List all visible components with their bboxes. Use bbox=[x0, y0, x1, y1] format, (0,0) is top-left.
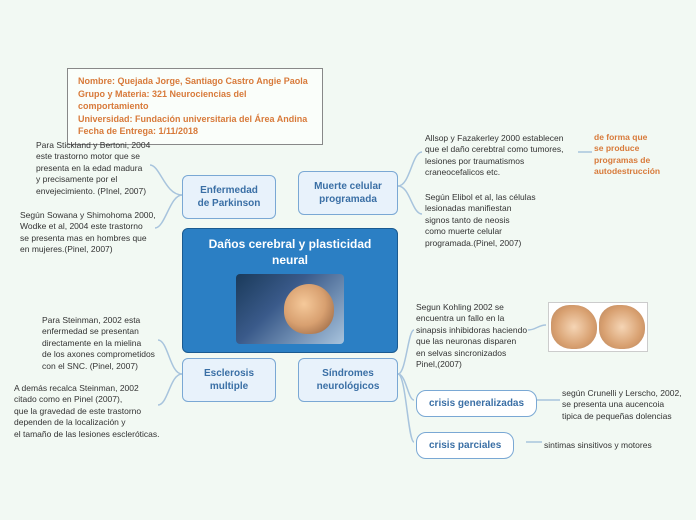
note-esclerosis-1: Para Steinman, 2002 esta enfermedad se p… bbox=[42, 315, 155, 372]
node-crisis-parciales: crisis parciales bbox=[416, 432, 514, 459]
node-esclerosis: Esclerosis multiple bbox=[182, 358, 276, 402]
header-line-3: Universidad: Fundación universitaria del… bbox=[78, 113, 312, 126]
brain-image bbox=[236, 274, 344, 344]
note-crisis-par: sintimas sinsitivos y motores bbox=[544, 440, 652, 451]
node-crisis-generalizadas: crisis generalizadas bbox=[416, 390, 537, 417]
note-muerte-orange: de forma que se produce programas de aut… bbox=[594, 132, 660, 178]
note-crisis-gen: según Crunelli y Lerscho, 2002, se prese… bbox=[562, 388, 682, 422]
central-node: Daños cerebral y plasticidad neural bbox=[182, 228, 398, 353]
header-info-box: Nombre: Quejada Jorge, Santiago Castro A… bbox=[67, 68, 323, 145]
note-muerte-2: Según Elibol et al, las células lesionad… bbox=[425, 192, 536, 249]
header-line-4: Fecha de Entrega: 1/11/2018 bbox=[78, 125, 312, 138]
note-parkinson-2: Según Sowana y Shimohoma 2000, Wodke et … bbox=[20, 210, 156, 256]
epilepsy-image bbox=[548, 302, 648, 352]
note-parkinson-1: Para Stickland y Bertoni, 2004 este tras… bbox=[36, 140, 150, 197]
node-parkinson: Enfermedad de Parkinson bbox=[182, 175, 276, 219]
note-muerte-1: Allsop y Fazakerley 2000 establecen que … bbox=[425, 133, 563, 179]
central-title: Daños cerebral y plasticidad neural bbox=[191, 237, 389, 268]
note-sindromes-1: Segun Kohling 2002 se encuentra un fallo… bbox=[416, 302, 527, 371]
node-muerte-celular: Muerte celular programada bbox=[298, 171, 398, 215]
note-esclerosis-2: A demás recalca Steinman, 2002 citado co… bbox=[14, 383, 160, 440]
header-line-1: Nombre: Quejada Jorge, Santiago Castro A… bbox=[78, 75, 312, 88]
header-line-2: Grupo y Materia: 321 Neurociencias del c… bbox=[78, 88, 312, 113]
node-sindromes: Síndromes neurológicos bbox=[298, 358, 398, 402]
